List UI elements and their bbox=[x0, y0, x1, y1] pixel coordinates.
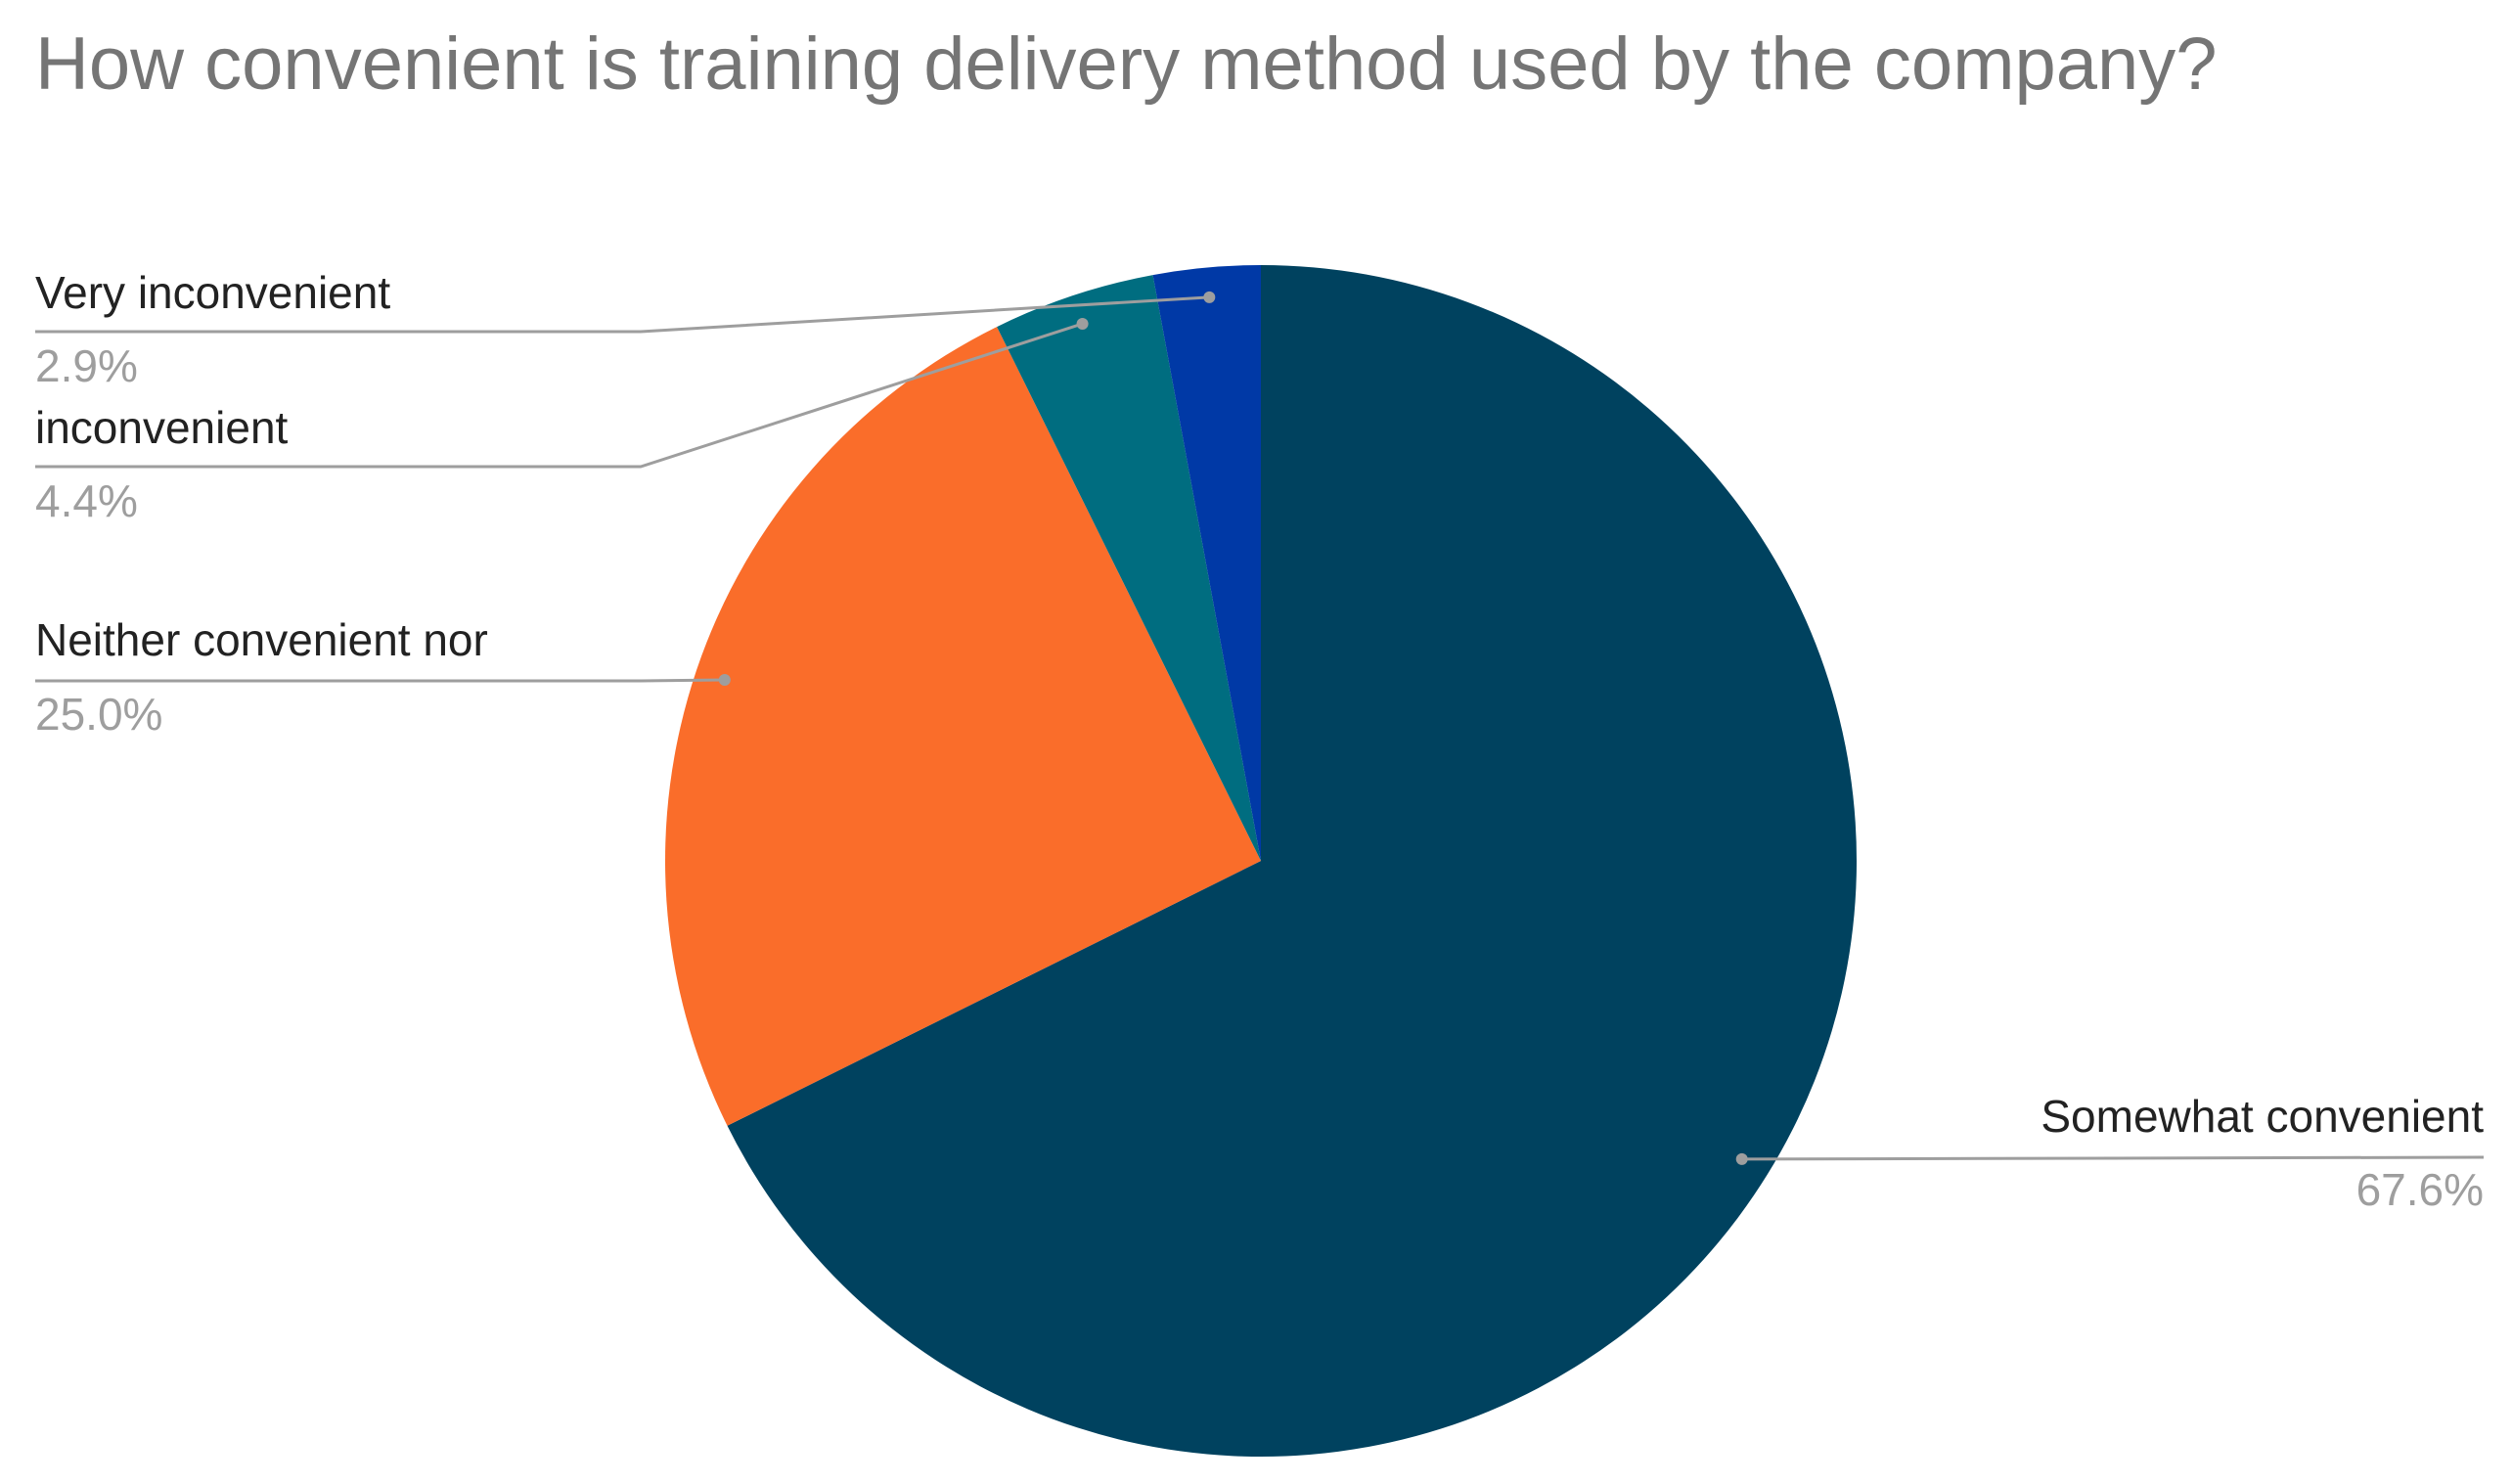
slice-label: Somewhat convenient bbox=[2041, 1091, 2484, 1142]
slice-value-label: 67.6% bbox=[2356, 1164, 2484, 1215]
pie-slice bbox=[997, 275, 1261, 861]
slice-label: Neither convenient nor bbox=[35, 614, 488, 665]
slice-label: inconvenient bbox=[35, 402, 289, 453]
leader-dot bbox=[1203, 291, 1216, 303]
leader-line bbox=[1741, 1155, 2485, 1161]
chart-title: How convenient is training delivery meth… bbox=[35, 22, 2218, 106]
pie-slice bbox=[727, 265, 1857, 1458]
slice-value-label: 4.4% bbox=[35, 475, 138, 526]
slice-value-label: 2.9% bbox=[35, 340, 138, 391]
leader-dot bbox=[718, 674, 731, 687]
leader-line bbox=[35, 295, 1210, 334]
leader-line bbox=[35, 322, 1084, 469]
leader-dot bbox=[1735, 1152, 1748, 1165]
leader-dot bbox=[1076, 317, 1089, 330]
pie-slice bbox=[1152, 265, 1261, 861]
slice-label: Very inconvenient bbox=[35, 267, 390, 318]
pie-slice bbox=[665, 327, 1261, 1126]
leader-line bbox=[35, 678, 725, 683]
slice-value-label: 25.0% bbox=[35, 689, 162, 740]
